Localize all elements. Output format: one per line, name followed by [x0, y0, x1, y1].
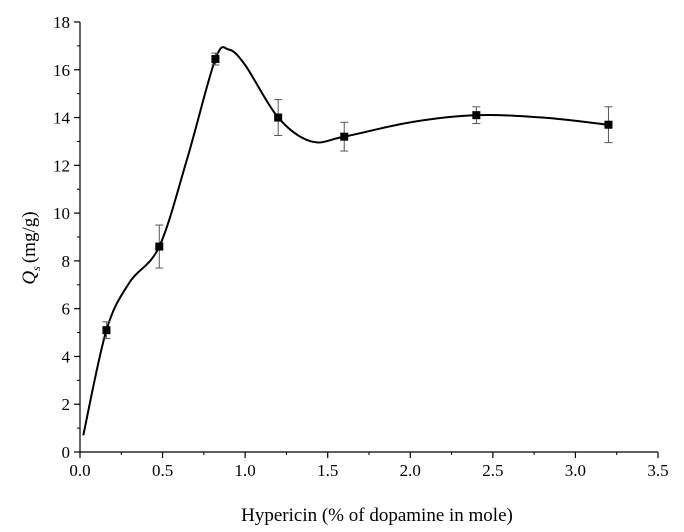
square-marker: [472, 111, 481, 120]
square-marker: [155, 242, 164, 251]
data-points-layer: [102, 52, 613, 340]
x-tick-label: 3.0: [565, 461, 586, 480]
y-tick-label: 14: [53, 109, 71, 128]
y-tick-label: 6: [62, 300, 71, 319]
square-marker: [340, 132, 349, 141]
x-tick-label: 1.5: [317, 461, 338, 480]
data-point: [155, 224, 164, 269]
data-point: [604, 106, 613, 144]
y-tick-label: 0: [62, 443, 71, 462]
square-marker: [211, 55, 220, 64]
x-tick-label: 3.5: [647, 461, 668, 480]
y-axis-symbol: Q: [19, 271, 40, 285]
square-marker: [102, 326, 111, 335]
square-marker: [274, 113, 283, 122]
x-tick-label: 1.0: [235, 461, 256, 480]
y-axis-unit: (mg/g): [19, 211, 40, 263]
axes: [74, 21, 659, 458]
data-point: [211, 52, 220, 66]
y-axis-title: Qs (mg/g): [19, 211, 43, 284]
square-marker: [604, 120, 613, 129]
tick-labels-layer: 0.0 0.5 1.0 1.5 2.0 2.5 3.0 3.5 0 2 4 6 8 10 12 14 16 18: [53, 13, 669, 480]
y-tick-label: 16: [53, 61, 70, 80]
fit-curve: [82, 46, 609, 436]
x-tick-label: 0.0: [69, 461, 90, 480]
x-axis-title: Hypericin (% of dopamine in mole): [241, 505, 513, 526]
data-point: [340, 121, 349, 152]
data-point: [274, 99, 283, 136]
x-tick-label: 2.5: [482, 461, 503, 480]
y-tick-label: 2: [62, 395, 71, 414]
data-point: [472, 106, 481, 125]
y-tick-label: 10: [53, 204, 70, 223]
data-point: [102, 321, 111, 340]
y-axis-subscript: s: [29, 266, 43, 271]
fit-curve-layer: [82, 46, 609, 436]
y-tick-label: 12: [53, 156, 70, 175]
x-tick-label: 0.5: [152, 461, 173, 480]
y-tick-label: 18: [53, 13, 70, 32]
x-tick-label: 2.0: [400, 461, 421, 480]
y-tick-label: 4: [62, 347, 71, 366]
y-tick-label: 8: [62, 252, 71, 271]
